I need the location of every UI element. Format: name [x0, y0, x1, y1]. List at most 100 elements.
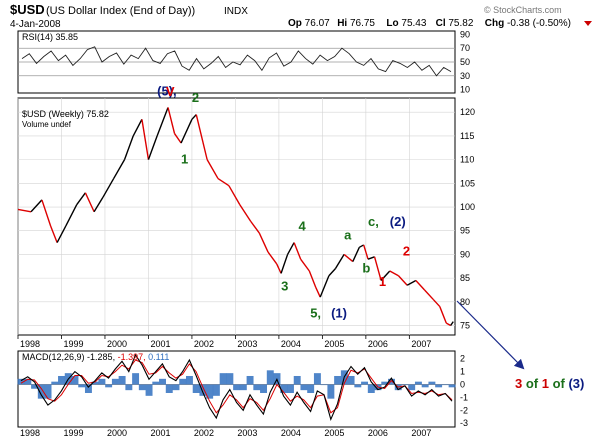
- price-segment: [334, 254, 345, 270]
- price-frame: [17, 97, 456, 336]
- volume-legend: Volume undef: [22, 120, 72, 129]
- year-label-top: 2002: [194, 339, 214, 349]
- price-segment: [123, 135, 134, 160]
- macd-histogram-bar: [44, 384, 52, 399]
- price-tick-label: 75: [460, 321, 470, 331]
- year-label-bottom: 1999: [63, 428, 83, 438]
- year-label-bottom: 2007: [411, 428, 431, 438]
- wave-label: (1): [331, 305, 347, 320]
- wave-count-part: 1: [542, 376, 549, 391]
- macd-histogram-bar: [145, 384, 153, 396]
- macd-histogram: [17, 370, 456, 399]
- price-tick-label: 100: [460, 202, 475, 212]
- price-segment: [56, 225, 67, 243]
- price-tick-label: 120: [460, 107, 475, 117]
- macd-axis: 2 1 0 -1 -2 -3: [460, 354, 468, 428]
- price-tick-label: 105: [460, 178, 475, 188]
- price-segment: [30, 199, 43, 213]
- macd-histogram-bar: [414, 381, 422, 385]
- price-segment: [147, 135, 158, 160]
- quote-hi: Hi 76.75: [337, 18, 375, 29]
- macd-histogram-bar: [293, 375, 301, 385]
- quote-chg: Chg -0.38 (-0.50%): [485, 18, 571, 29]
- price-segment: [328, 268, 336, 277]
- price-tick-label: 80: [460, 297, 470, 307]
- macd-histogram-bar: [287, 384, 294, 393]
- macd-histogram-bar: [401, 384, 409, 386]
- wave-label: V: [166, 84, 175, 99]
- wave-label: 2: [403, 243, 410, 258]
- macd-histogram-bar: [212, 384, 220, 396]
- wave-label: 2: [192, 90, 199, 105]
- macd-histogram-bar: [428, 381, 436, 385]
- price-segment: [41, 199, 52, 227]
- price-segment: [445, 322, 451, 327]
- price-segment: [315, 287, 321, 298]
- price-axis: 120 115 110 105 100 95 90 85 80 75: [460, 107, 475, 330]
- macd-histogram-bar: [199, 384, 207, 396]
- macd-histogram-bar: [185, 375, 193, 385]
- price-segment: [286, 242, 295, 255]
- macd-histogram-bar: [172, 384, 180, 391]
- year-label-top: 1999: [63, 339, 83, 349]
- year-label-bottom: 2000: [107, 428, 127, 438]
- price-segment: [217, 177, 230, 187]
- index-name: (US Dollar Index (End of Day)): [46, 5, 195, 17]
- price-segment: [352, 247, 360, 262]
- price-grid: [17, 98, 455, 335]
- macd-histogram-bar: [226, 373, 234, 385]
- macd-value: -1.285,: [87, 352, 115, 362]
- year-label-bottom: 1998: [20, 428, 40, 438]
- price-segment: [267, 251, 278, 265]
- price-segment: [439, 306, 447, 324]
- price-tick-label: 85: [460, 273, 470, 283]
- macd-histogram-bar: [138, 384, 146, 391]
- macd-signal-value: -1.397,: [118, 352, 146, 362]
- year-label-bottom: 2005: [324, 428, 344, 438]
- price-segment: [343, 253, 354, 263]
- rsi-tick-label: 90: [460, 29, 470, 39]
- macd-histogram-bar: [388, 378, 395, 385]
- year-label-bottom: 2002: [194, 428, 214, 438]
- year-label-top: 2006: [368, 339, 388, 349]
- wave-count-part: (3): [568, 376, 584, 391]
- price-series: [17, 107, 454, 327]
- price-segment: [239, 204, 252, 222]
- wave-label: 1: [181, 151, 188, 166]
- wave-label: b: [362, 260, 370, 275]
- macd-histogram-bar: [307, 384, 315, 393]
- macd-line: [20, 353, 453, 421]
- price-segment: [84, 192, 95, 213]
- rsi-axis: 70 50 30 10 90: [460, 29, 470, 94]
- quote-op: Op 76.07: [288, 18, 330, 29]
- price-segment: [424, 289, 434, 300]
- macd-histogram-bar: [17, 378, 25, 385]
- macd-histogram-bar: [192, 384, 200, 393]
- price-segment: [276, 263, 282, 274]
- macd-histogram-bar: [300, 384, 308, 391]
- year-label-bottom: 2004: [281, 428, 301, 438]
- macd-histogram-bar: [219, 373, 227, 385]
- price-segment: [102, 178, 115, 198]
- wave-label: 1: [379, 274, 386, 289]
- price-segment: [373, 256, 382, 281]
- wave-label: 3: [281, 278, 288, 293]
- price-segment: [195, 114, 208, 160]
- price-segment: [415, 280, 426, 291]
- macd-histogram-bar: [260, 384, 268, 393]
- price-segment: [228, 185, 241, 205]
- price-segment: [359, 244, 365, 248]
- price-segment: [206, 159, 219, 179]
- macd-histogram-bar: [132, 373, 140, 385]
- macd-histogram-bar: [37, 384, 45, 399]
- macd-histogram-bar: [421, 384, 429, 388]
- price-segment: [397, 275, 408, 286]
- price-segment: [250, 220, 260, 234]
- wave-count-note: 3 of 1 of (3): [515, 376, 584, 391]
- macd-tick-label: 0: [460, 379, 465, 389]
- macd-histogram-bar: [111, 378, 119, 385]
- macd-histogram-bar: [179, 378, 187, 385]
- price-segment: [49, 225, 58, 243]
- price-tick-label: 90: [460, 249, 470, 259]
- wave-label: (2): [390, 214, 406, 229]
